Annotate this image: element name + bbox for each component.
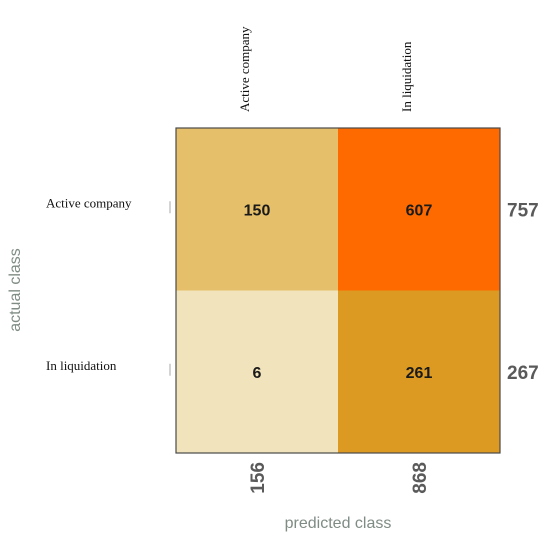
cell-value-1-1: 261 (406, 365, 433, 382)
x-axis-label: predicted class (285, 515, 392, 532)
matrix-cell-1-1 (338, 290, 500, 453)
column-label-0: Active company (237, 26, 252, 112)
row-label-1: In liquidation (46, 358, 117, 373)
column-total-1: 868 (410, 462, 431, 494)
column-totals: 156 868 (248, 462, 431, 494)
matrix-cell-0-0 (176, 128, 338, 291)
row-totals: 757 267 (507, 200, 539, 384)
cell-value-0-1: 607 (406, 202, 433, 219)
column-total-0: 156 (248, 462, 269, 494)
row-total-1: 267 (507, 363, 539, 384)
cell-value-0-0: 150 (244, 202, 271, 219)
row-labels: Active company In liquidation (46, 195, 171, 376)
y-axis-label: actual class (7, 248, 24, 332)
row-label-0: Active company (46, 195, 132, 210)
row-total-0: 757 (507, 200, 539, 221)
matrix-border (175, 127, 501, 454)
column-label-1: In liquidation (399, 41, 414, 112)
matrix-cells: 150 607 6 261 (176, 128, 500, 453)
column-labels: Active company In liquidation (237, 26, 414, 112)
cell-value-1-0: 6 (253, 365, 262, 382)
matrix-cell-0-1 (338, 128, 500, 291)
matrix-cell-1-0 (176, 290, 338, 453)
